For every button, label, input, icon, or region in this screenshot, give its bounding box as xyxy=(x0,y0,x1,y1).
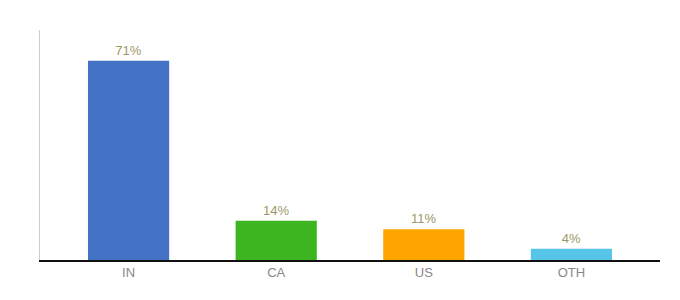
svg-text:OTH: OTH xyxy=(558,265,585,280)
svg-text:IN: IN xyxy=(122,265,135,280)
svg-text:14%: 14% xyxy=(263,203,289,218)
svg-text:11%: 11% xyxy=(411,211,436,226)
svg-text:US: US xyxy=(415,265,433,280)
svg-text:4%: 4% xyxy=(562,231,581,246)
svg-text:71%: 71% xyxy=(115,43,141,58)
svg-text:CA: CA xyxy=(267,265,285,280)
